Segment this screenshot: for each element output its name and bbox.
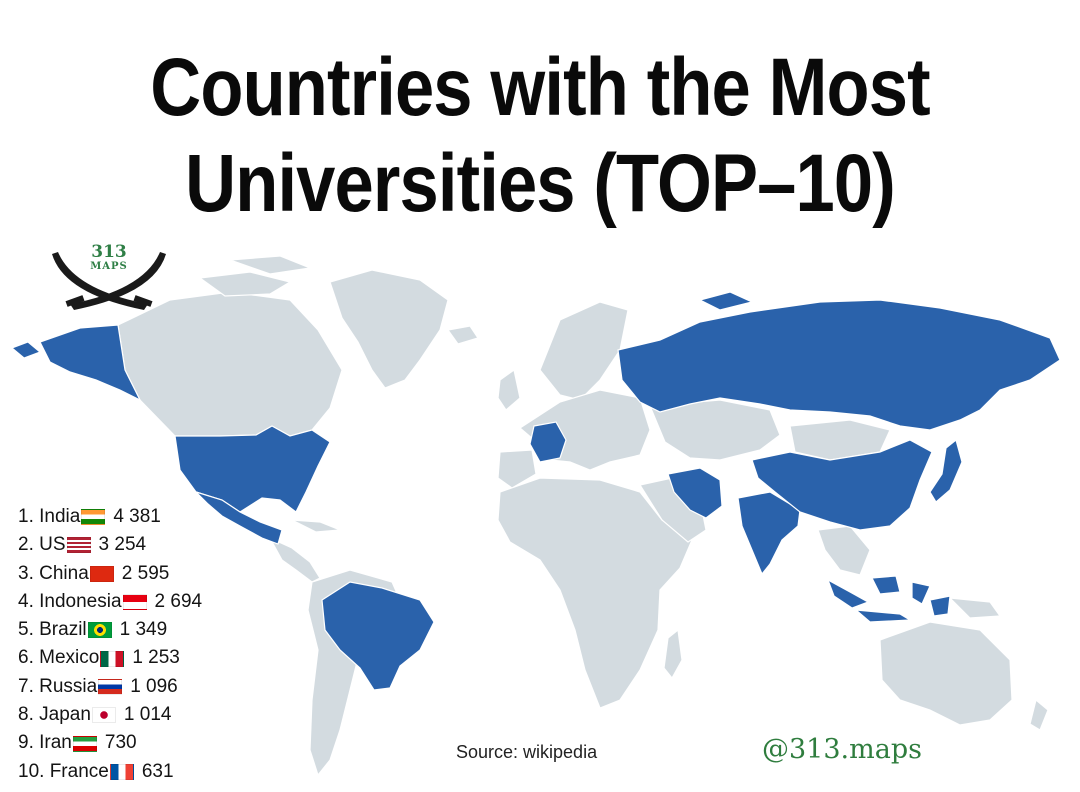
china-flag-icon xyxy=(89,565,114,582)
handle-watermark: @313.maps xyxy=(762,734,922,765)
uk xyxy=(497,368,521,411)
legend-row: 8. Japan 1 014 xyxy=(18,701,202,729)
university-count: 1 253 xyxy=(132,647,180,669)
indonesia-flag-icon xyxy=(122,594,147,611)
title-line-1: Countries with the Most xyxy=(150,42,930,133)
university-count: 730 xyxy=(104,732,137,754)
madagascar xyxy=(663,628,683,680)
country-label: 5. Brazil xyxy=(18,619,87,641)
country-label: 4. Indonesia xyxy=(18,590,122,612)
country-label: 2. US xyxy=(18,534,66,556)
india xyxy=(737,491,801,576)
usa xyxy=(174,425,331,513)
legend-row: 6. Mexico 1 253 xyxy=(18,644,202,672)
iberia xyxy=(497,449,537,489)
legend-row: 1. India 4 381 xyxy=(18,503,202,531)
legend-row: 10. France 631 xyxy=(18,758,202,786)
legend-row: 9. Iran 730 xyxy=(18,729,202,757)
university-count: 1 096 xyxy=(130,675,178,697)
russia xyxy=(617,299,1061,431)
legend-row: 2. US 3 254 xyxy=(18,531,202,559)
iran xyxy=(667,467,723,519)
arctic-islands xyxy=(198,271,292,297)
legend-row: 5. Brazil 1 349 xyxy=(18,616,202,644)
world-map xyxy=(10,255,1061,777)
source-note: Source: wikipedia xyxy=(456,742,598,762)
country-label: 9. Iran xyxy=(18,732,72,754)
legend-row: 4. Indonesia 2 694 xyxy=(18,588,202,616)
logo-text: MAPS xyxy=(90,261,128,272)
brazil xyxy=(321,581,435,691)
russia-flag-icon xyxy=(98,678,123,695)
country-label: 10. France xyxy=(18,760,109,782)
university-count: 631 xyxy=(141,760,174,782)
mexico xyxy=(195,491,283,545)
iceland xyxy=(446,325,479,345)
university-count: 4 381 xyxy=(113,506,161,527)
country-label: 6. Mexico xyxy=(18,647,100,669)
university-count: 2 694 xyxy=(154,590,203,612)
new-zealand xyxy=(1029,698,1049,731)
southeast-asia xyxy=(817,525,871,576)
scandinavia xyxy=(539,301,629,401)
usa-alaska xyxy=(39,324,142,402)
china xyxy=(751,439,933,531)
france-flag-icon xyxy=(109,763,134,780)
central-america xyxy=(268,536,321,583)
papua xyxy=(948,597,1002,619)
brazil-flag-icon xyxy=(87,622,112,639)
university-count: 1 014 xyxy=(123,704,172,726)
country-label: 8. Japan xyxy=(18,704,91,726)
country-label: 7. Russia xyxy=(18,675,98,697)
university-count: 1 349 xyxy=(119,619,168,641)
university-count: 2 595 xyxy=(121,562,170,584)
japan-flag-icon xyxy=(91,707,116,724)
us-flag-icon xyxy=(66,537,91,554)
university-count: 3 254 xyxy=(98,534,147,556)
title-line-2: Universities (TOP–10) xyxy=(185,138,896,229)
africa xyxy=(497,477,693,709)
mexico-flag-icon xyxy=(100,650,125,667)
crossed-swords-icon xyxy=(52,252,166,310)
central-asia xyxy=(649,399,781,461)
legend-row: 3. China 2 595 xyxy=(18,560,202,588)
logo-number: 313 xyxy=(91,242,127,262)
legend-row: 7. Russia 1 096 xyxy=(18,673,202,701)
ranking-legend: 1. India 4 381 2. US 3 254 3. China 2 595 4. I… xyxy=(18,503,202,786)
map-title: Countries with the Most Universities (TO… xyxy=(76,40,1005,232)
australia xyxy=(879,621,1013,726)
indonesia xyxy=(826,578,870,609)
india-flag-icon xyxy=(81,509,106,526)
country-label: 3. China xyxy=(18,562,89,584)
greenland xyxy=(329,269,449,389)
logo: 313 MAPS xyxy=(44,240,174,320)
france xyxy=(529,421,567,463)
iran-flag-icon xyxy=(72,735,97,752)
japan xyxy=(929,438,963,503)
country-label: 1. India xyxy=(18,506,81,527)
